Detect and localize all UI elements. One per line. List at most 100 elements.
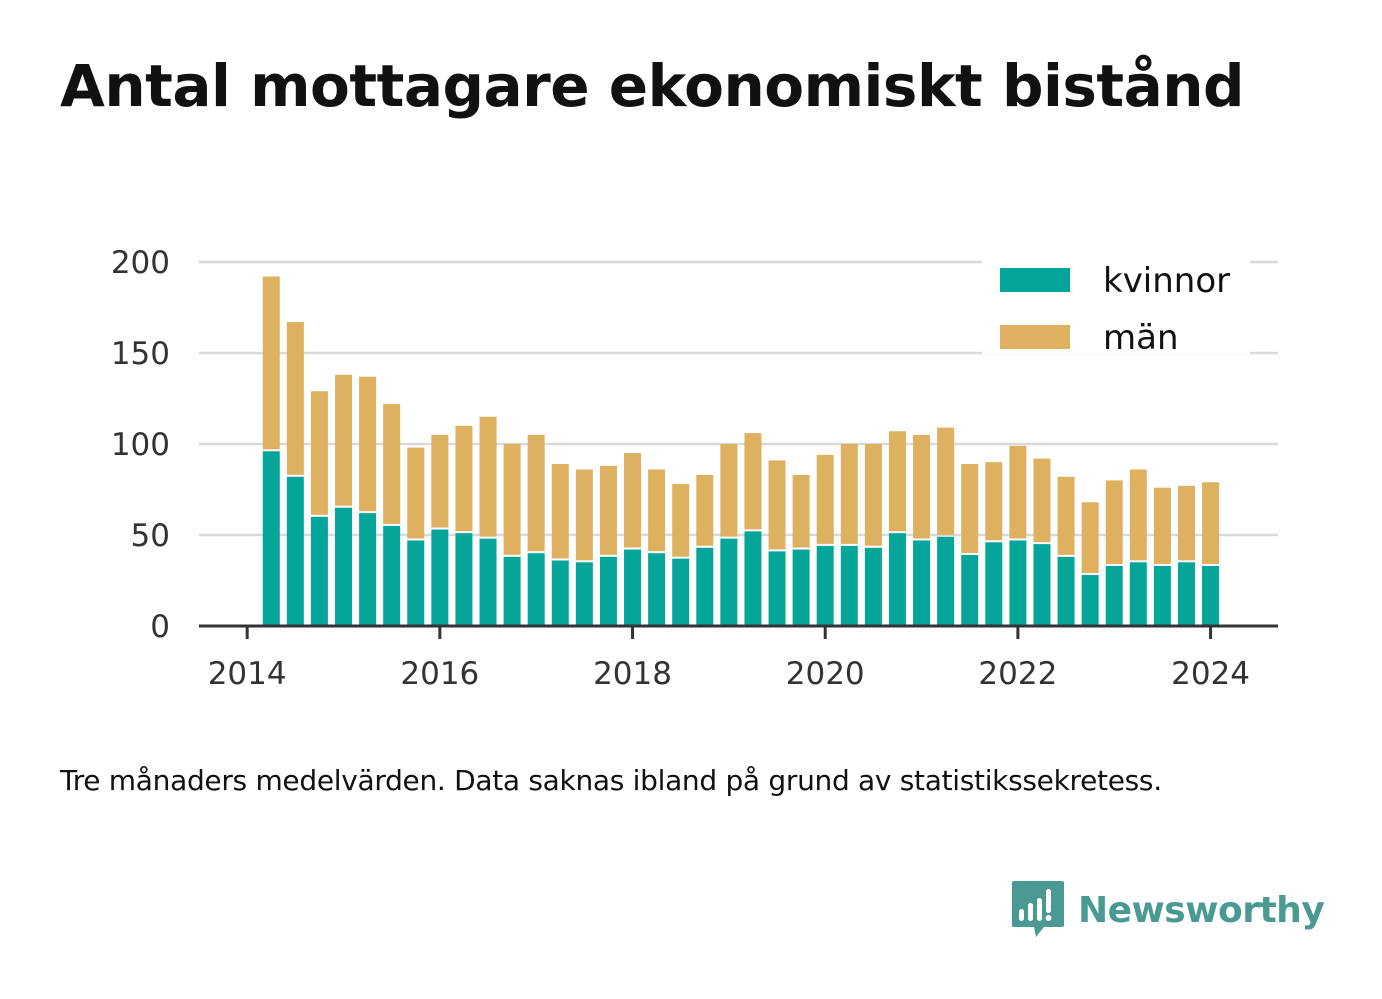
bar-kvinnor bbox=[551, 560, 569, 626]
bar-man bbox=[1202, 482, 1220, 564]
bar-kvinnor bbox=[431, 529, 449, 626]
bar-man bbox=[1129, 469, 1147, 561]
bar-man bbox=[551, 464, 569, 559]
bar-man bbox=[455, 425, 473, 532]
bar-kvinnor bbox=[961, 555, 979, 626]
bar-man bbox=[985, 462, 1003, 541]
bar-kvinnor bbox=[816, 545, 834, 626]
bar-man bbox=[1081, 502, 1099, 574]
bar-man bbox=[937, 427, 955, 535]
bar-man bbox=[479, 416, 497, 537]
x-tick-label: 2014 bbox=[208, 656, 287, 692]
bar-kvinnor bbox=[310, 516, 328, 626]
bar-kvinnor bbox=[1177, 562, 1195, 626]
bar-kvinnor bbox=[696, 547, 714, 626]
newsworthy-logo-icon bbox=[1012, 881, 1064, 937]
bar-man bbox=[335, 374, 353, 506]
bar-man bbox=[1177, 485, 1195, 561]
bar-kvinnor bbox=[599, 556, 617, 626]
bar-man bbox=[720, 444, 738, 537]
bar-kvinnor bbox=[744, 531, 762, 626]
y-tick-label: 150 bbox=[111, 336, 170, 372]
bar-man bbox=[503, 444, 521, 555]
bar-kvinnor bbox=[407, 540, 425, 626]
y-tick-label: 100 bbox=[111, 427, 170, 463]
bar-kvinnor bbox=[768, 551, 786, 626]
bar-man bbox=[527, 434, 545, 552]
bar-kvinnor bbox=[1153, 565, 1171, 626]
legend-label: män bbox=[1103, 318, 1179, 358]
bar-man bbox=[744, 433, 762, 530]
bar-man bbox=[648, 469, 666, 552]
bar-man bbox=[310, 391, 328, 515]
bar-man bbox=[1105, 480, 1123, 564]
brand-logo: Newsworthy bbox=[1010, 878, 1325, 942]
bar-kvinnor bbox=[335, 507, 353, 626]
bar-kvinnor bbox=[527, 553, 545, 626]
bar-kvinnor bbox=[1081, 575, 1099, 626]
y-tick-label: 0 bbox=[150, 609, 170, 645]
bar-man bbox=[624, 453, 642, 548]
bar-man bbox=[1153, 487, 1171, 564]
bar-man bbox=[286, 322, 304, 475]
bar-man bbox=[864, 444, 882, 546]
bar-man bbox=[816, 454, 834, 544]
bar-kvinnor bbox=[624, 549, 642, 626]
bar-kvinnor bbox=[985, 542, 1003, 626]
x-tick-label: 2018 bbox=[593, 656, 672, 692]
axes: 0 50 100 150 200 2014 2016 2018 2020 2022 2024 bbox=[111, 245, 1278, 692]
chart-title: Antal mottagare ekonomiskt bistånd bbox=[60, 52, 1245, 120]
bar-kvinnor bbox=[888, 533, 906, 626]
bar-kvinnor bbox=[840, 545, 858, 626]
stacked-bar-chart: 0 50 100 150 200 2014 2016 2018 2020 2022 2024 kvi… bbox=[111, 245, 1278, 692]
bar-kvinnor bbox=[1129, 562, 1147, 626]
bar-kvinnor bbox=[1033, 544, 1051, 626]
footnote: Tre månaders medelvärden. Data saknas ib… bbox=[60, 764, 1162, 797]
bar-kvinnor bbox=[864, 547, 882, 626]
bar-kvinnor bbox=[1057, 556, 1075, 626]
legend-swatch bbox=[1000, 325, 1070, 349]
bar-kvinnor bbox=[479, 538, 497, 626]
bar-kvinnor bbox=[913, 540, 931, 626]
bar-man bbox=[1057, 476, 1075, 555]
bar-man bbox=[768, 460, 786, 550]
bar-man bbox=[599, 465, 617, 555]
bar-man bbox=[431, 434, 449, 528]
bar-kvinnor bbox=[455, 533, 473, 626]
bar-man bbox=[696, 474, 714, 546]
bar-man bbox=[575, 469, 593, 561]
bar-kvinnor bbox=[503, 556, 521, 626]
brand-name: Newsworthy bbox=[1078, 889, 1325, 931]
bar-kvinnor bbox=[937, 536, 955, 626]
x-tick-label: 2022 bbox=[978, 656, 1057, 692]
bar-kvinnor bbox=[383, 525, 401, 626]
bars bbox=[262, 276, 1220, 626]
bar-kvinnor bbox=[1105, 565, 1123, 626]
x-tick-label: 2016 bbox=[400, 656, 479, 692]
bar-kvinnor bbox=[792, 549, 810, 626]
bar-man bbox=[792, 474, 810, 548]
bar-man bbox=[1009, 445, 1027, 539]
bar-kvinnor bbox=[286, 476, 304, 626]
bar-kvinnor bbox=[1202, 565, 1220, 626]
bar-kvinnor bbox=[575, 562, 593, 626]
bar-man bbox=[383, 403, 401, 524]
bar-man bbox=[913, 434, 931, 539]
x-tick-label: 2020 bbox=[786, 656, 865, 692]
bar-man bbox=[1033, 458, 1051, 543]
y-tick-label: 200 bbox=[111, 245, 170, 281]
y-tick-label: 50 bbox=[131, 518, 170, 554]
bar-man bbox=[262, 276, 280, 450]
x-tick-label: 2024 bbox=[1171, 656, 1250, 692]
bar-kvinnor bbox=[262, 451, 280, 626]
bar-man bbox=[840, 444, 858, 544]
legend-label: kvinnor bbox=[1103, 261, 1230, 301]
bar-kvinnor bbox=[359, 513, 377, 626]
bar-kvinnor bbox=[720, 538, 738, 626]
bar-kvinnor bbox=[1009, 540, 1027, 626]
bar-man bbox=[407, 447, 425, 539]
bar-kvinnor bbox=[648, 553, 666, 626]
bar-man bbox=[961, 464, 979, 554]
bar-man bbox=[359, 376, 377, 512]
bar-kvinnor bbox=[672, 558, 690, 626]
